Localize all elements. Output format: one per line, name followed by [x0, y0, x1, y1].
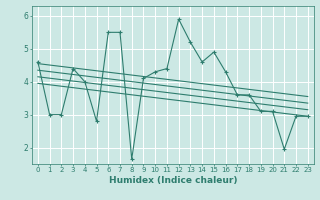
X-axis label: Humidex (Indice chaleur): Humidex (Indice chaleur) — [108, 176, 237, 185]
